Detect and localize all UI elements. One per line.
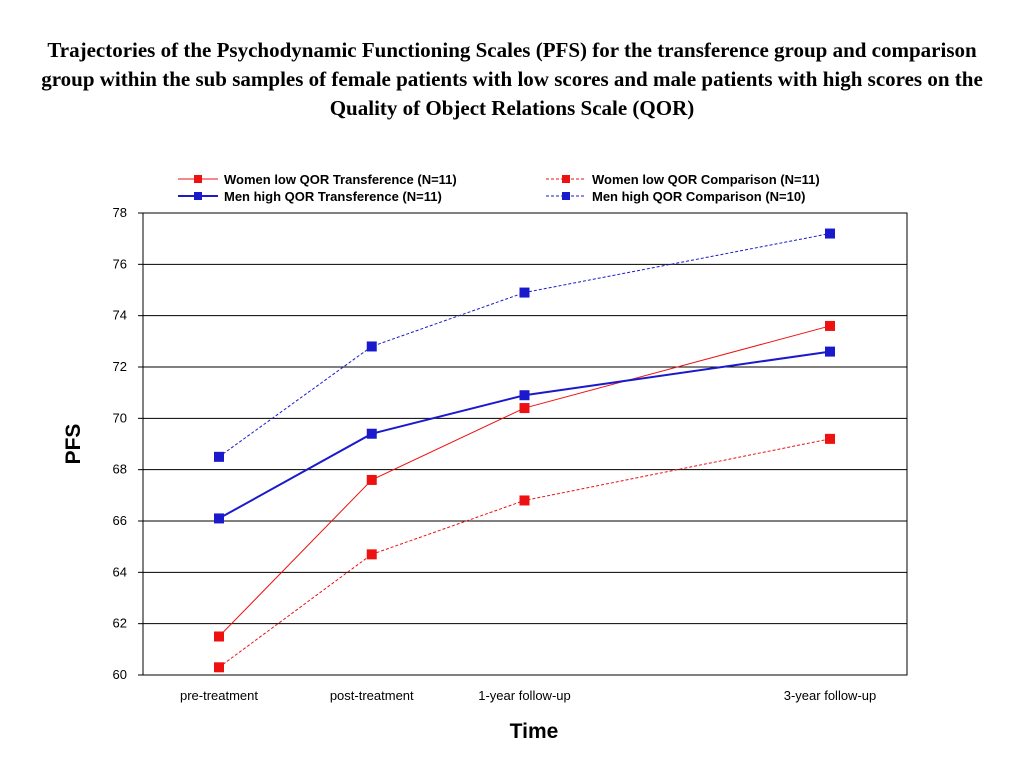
data-point xyxy=(825,346,835,357)
y-axis-label: PFS xyxy=(62,424,85,465)
legend-label: Men high QOR Transference (N=11) xyxy=(224,189,442,204)
y-tick-label: 72 xyxy=(113,359,127,374)
chart-title: Trajectories of the Psychodynamic Functi… xyxy=(41,38,983,120)
data-point xyxy=(214,662,224,673)
series-line-2 xyxy=(218,350,831,520)
x-tick-label: pre-treatment xyxy=(180,688,258,703)
data-point xyxy=(519,390,530,401)
data-point xyxy=(825,320,835,331)
data-point xyxy=(214,451,224,462)
series-line-1 xyxy=(218,438,831,668)
legend: Women low QOR Transference (N=11) Women l… xyxy=(178,172,820,204)
x-tick-label: 3-year follow-up xyxy=(784,688,877,703)
y-tick-label: 78 xyxy=(113,205,127,220)
y-tick-label: 76 xyxy=(113,256,127,271)
data-point xyxy=(214,513,224,524)
y-tick-label: 70 xyxy=(113,410,127,425)
series-points xyxy=(214,228,835,673)
series-lines xyxy=(218,233,831,668)
data-point xyxy=(825,228,835,239)
data-point xyxy=(519,403,530,414)
x-tick-label: post-treatment xyxy=(330,688,414,703)
x-axis-ticks: pre-treatment post-treatment 1-year follow… xyxy=(180,688,876,703)
data-point xyxy=(366,549,377,560)
data-point xyxy=(519,495,530,506)
y-tick-label: 60 xyxy=(113,667,127,682)
y-tick-label: 62 xyxy=(113,616,127,631)
data-point xyxy=(214,631,224,642)
grid-lines xyxy=(143,263,907,625)
y-axis-ticks: 60 62 64 66 68 70 72 74 76 78 xyxy=(113,205,143,682)
x-axis-label: Time xyxy=(510,720,559,743)
legend-marker xyxy=(194,175,202,183)
legend-label: Women low QOR Comparison (N=11) xyxy=(592,172,820,187)
y-tick-label: 68 xyxy=(113,462,127,477)
y-tick-label: 74 xyxy=(113,308,127,323)
data-point xyxy=(366,428,377,439)
legend-marker xyxy=(194,192,202,200)
series-line-0 xyxy=(218,325,831,637)
legend-marker xyxy=(562,192,570,200)
legend-marker xyxy=(562,175,570,183)
y-tick-label: 64 xyxy=(113,564,127,579)
data-point xyxy=(825,433,835,444)
legend-label: Men high QOR Comparison (N=10) xyxy=(592,189,805,204)
legend-label: Women low QOR Transference (N=11) xyxy=(224,172,457,187)
plot-area-frame xyxy=(142,212,908,676)
data-point xyxy=(366,474,377,485)
y-tick-label: 66 xyxy=(113,513,127,528)
data-point xyxy=(366,341,377,352)
data-point xyxy=(519,287,530,298)
series-line-3 xyxy=(218,233,831,458)
x-tick-label: 1-year follow-up xyxy=(478,688,571,703)
